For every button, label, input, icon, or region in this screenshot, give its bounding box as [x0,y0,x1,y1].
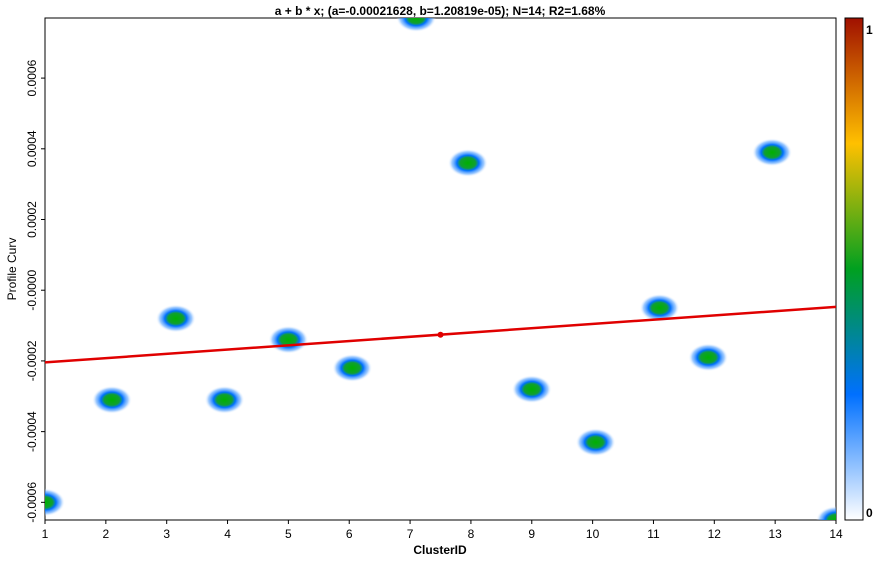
y-tick-label-2: -0.0002 [25,340,39,381]
x-tick-label-2: 2 [103,527,110,541]
data-point-7 [396,18,437,32]
x-tick-label-4: 4 [224,527,231,541]
y-tick-label-4: 0.0002 [25,201,39,238]
x-tick-label-10: 10 [586,527,600,541]
data-point-1 [45,488,65,517]
x-tick-label-7: 7 [407,527,414,541]
plot-area [44,17,837,521]
y-tick-label-1: -0.0004 [25,411,39,452]
fit-line-layer [45,305,836,364]
colorbar-max-label: 1 [866,23,873,37]
data-point-3 [155,304,196,333]
x-tick-label-12: 12 [708,527,722,541]
y-axis-label: Profile Curv [5,238,19,301]
data-point-5 [268,325,309,354]
x-tick-label-3: 3 [163,527,170,541]
x-tick-label-11: 11 [647,527,660,541]
x-tick-label-13: 13 [768,527,782,541]
data-point-12 [688,343,729,372]
x-tick-label-5: 5 [285,527,292,541]
data-point-8 [447,148,488,177]
data-point-9 [511,375,552,404]
y-tick-label-6: 0.0006 [25,59,39,96]
x-tick-label-6: 6 [346,527,353,541]
x-tick-label-9: 9 [528,527,535,541]
data-point-2 [91,385,132,414]
data-point-13 [752,138,793,167]
y-axis-ticks: -0.0006 -0.0004 -0.0002 -0.0000 0.0002 0.0004… [25,59,45,523]
data-point-4 [204,385,245,414]
regression-mean-marker [437,331,444,338]
x-tick-label-14: 14 [829,527,843,541]
y-tick-label-5: 0.0004 [25,130,39,167]
data-point-10 [575,428,616,457]
colorbar-min-label: 0 [866,506,873,520]
x-axis-ticks: 1 2 3 4 5 6 7 8 9 10 11 12 13 14 [42,520,843,541]
chart-title: a + b * x; (a=-0.00021628, b=1.20819e-05… [275,4,606,18]
data-point-6 [332,353,373,382]
x-tick-label-1: 1 [42,527,49,541]
y-tick-label-0: -0.0006 [25,482,39,523]
y-tick-label-3: -0.0000 [25,270,39,311]
data-point-14 [816,506,836,520]
x-axis-label: ClusterID [413,543,467,557]
colorbar [844,17,864,521]
data-points [45,18,836,520]
data-point-11 [639,293,680,322]
x-tick-label-8: 8 [468,527,475,541]
